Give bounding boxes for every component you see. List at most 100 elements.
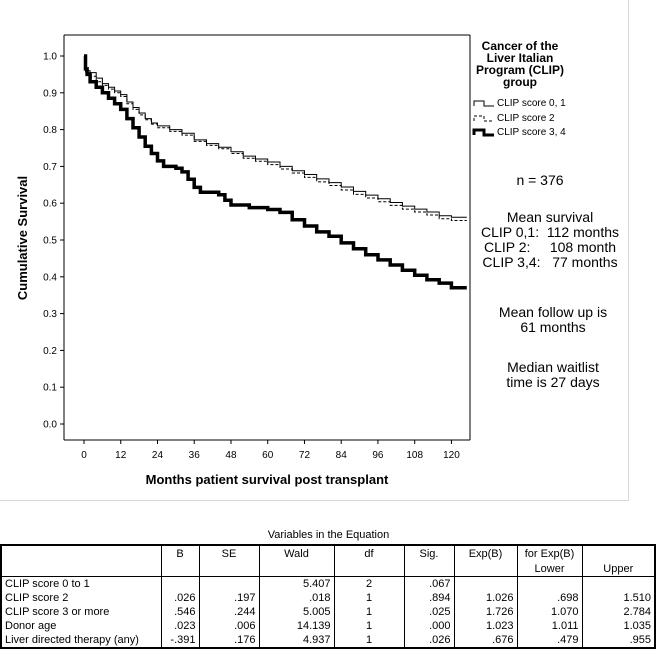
y-tick-label: 0.6 bbox=[43, 199, 57, 210]
survival-figure: 0.0 0.1 0.2 0.3 0.4 0.5 0.6 0.7 0.8 0.9 1.0 0 12 24 36… bbox=[0, 0, 629, 501]
table-header-cell bbox=[403, 561, 454, 577]
table-header-cell bbox=[453, 561, 517, 577]
legend-title: Cancer of the Liver Italian Program (CLI… bbox=[475, 39, 564, 89]
x-tick-label: 60 bbox=[262, 450, 274, 461]
table-cell: 1 bbox=[333, 605, 404, 619]
legend-item-clip-3-4: CLIP score 3, 4 bbox=[497, 127, 566, 138]
table-cell: 14.139 bbox=[258, 619, 334, 633]
legend-item-clip-2: CLIP score 2 bbox=[497, 113, 555, 124]
table-cell: 1.035 bbox=[581, 619, 656, 633]
table-cell: .006 bbox=[198, 619, 259, 633]
table-cell: .676 bbox=[453, 633, 517, 649]
table-cell bbox=[198, 576, 259, 591]
table-title: Variables in the Equation bbox=[267, 529, 390, 541]
y-tick-label: 0.3 bbox=[43, 309, 57, 320]
mean-survival-title: Mean survival bbox=[506, 209, 594, 225]
table-row: CLIP score 2.026.197.018 1.894 1.026.698 1.… bbox=[0, 591, 656, 605]
table-cell: 5.005 bbox=[258, 605, 334, 619]
table-cell: .026 bbox=[403, 633, 454, 649]
regression-table: B SE Wald df Sig. Exp(B) for Exp(B) Lower Upper C… bbox=[0, 544, 656, 649]
table-cell: .197 bbox=[198, 591, 259, 605]
table-cell: CLIP score 3 or more bbox=[0, 605, 161, 619]
x-tick-label: 0 bbox=[81, 450, 87, 461]
table-cell: 1 bbox=[333, 633, 404, 649]
table-cell: .025 bbox=[403, 605, 454, 619]
mean-survival-line: CLIP 0,1: 112 months bbox=[480, 224, 619, 240]
table-header-cell: Sig. bbox=[403, 544, 454, 561]
table-row: CLIP score 0 to 1 5.407 2.067 bbox=[0, 576, 656, 591]
follow-up-note: Mean follow up is 61 months bbox=[478, 305, 628, 335]
x-tick-label: 36 bbox=[189, 450, 201, 461]
table-header-cell: Exp(B) bbox=[453, 544, 517, 561]
table-cell: CLIP score 2 bbox=[0, 591, 161, 605]
table-cell: 1.023 bbox=[453, 619, 517, 633]
mean-survival-note: Mean survival CLIP 0,1: 112 months CLIP … bbox=[470, 210, 630, 270]
table-header-cell bbox=[333, 561, 404, 577]
y-tick-label: 0.2 bbox=[43, 346, 57, 357]
waitlist-line: time is 27 days bbox=[506, 374, 600, 390]
table-header-cell: Upper bbox=[581, 561, 656, 577]
y-tick-label: 0.9 bbox=[43, 88, 57, 99]
x-tick-label: 84 bbox=[336, 450, 348, 461]
waitlist-line: Median waitlist bbox=[507, 359, 599, 375]
table-cell: .176 bbox=[198, 633, 259, 649]
follow-up-line: 61 months bbox=[520, 319, 586, 335]
table-cell: 1.726 bbox=[453, 605, 517, 619]
table-header-cell bbox=[160, 561, 199, 577]
y-axis-label: Cumulative Survival bbox=[15, 176, 30, 300]
table-header-cell: SE bbox=[198, 544, 259, 561]
table-cell bbox=[453, 576, 517, 591]
table-header-row: Lower Upper bbox=[0, 561, 656, 577]
table-cell: .955 bbox=[581, 633, 656, 649]
table-cell: 1.011 bbox=[516, 619, 582, 633]
table-cell bbox=[516, 576, 582, 591]
table-cell: 1 bbox=[333, 619, 404, 633]
table-cell: .479 bbox=[516, 633, 582, 649]
table-header-cell: B bbox=[160, 544, 199, 561]
table-header-cell bbox=[0, 561, 161, 577]
x-tick-label: 48 bbox=[225, 450, 237, 461]
y-tick-label: 0.8 bbox=[43, 125, 57, 136]
table-cell: .067 bbox=[403, 576, 454, 591]
table-row: CLIP score 3 or more .546.244 5.005 1.025 1.… bbox=[0, 605, 656, 619]
table-cell: 1 bbox=[333, 591, 404, 605]
table-header-cell bbox=[581, 544, 656, 561]
series-clip-2 bbox=[84, 55, 467, 221]
table-cell: .698 bbox=[516, 591, 582, 605]
table-cell: .023 bbox=[160, 619, 199, 633]
table-header-cell: for Exp(B) bbox=[516, 544, 582, 561]
table-cell: .026 bbox=[160, 591, 199, 605]
waitlist-note: Median waitlist time is 27 days bbox=[478, 360, 628, 390]
x-tick-label: 96 bbox=[372, 450, 384, 461]
table-header-cell: Lower bbox=[516, 561, 582, 577]
km-chart: 0.0 0.1 0.2 0.3 0.4 0.5 0.6 0.7 0.8 0.9 1.0 0 12 24 36… bbox=[15, 34, 494, 487]
y-tick-label: 0.1 bbox=[43, 383, 57, 394]
x-axis-label: Months patient survival post transplant bbox=[146, 472, 389, 487]
table-header-cell: Wald bbox=[258, 544, 334, 561]
table-cell: -.391 bbox=[160, 633, 199, 649]
table-cell: .000 bbox=[403, 619, 454, 633]
y-tick-label: 0.7 bbox=[43, 162, 57, 173]
x-tick-label: 24 bbox=[152, 450, 164, 461]
sample-size-note: n = 376 bbox=[516, 172, 564, 188]
table-row: Liver directed therapy (any) -.391.176 4.9… bbox=[0, 633, 656, 649]
table-cell: .018 bbox=[258, 591, 334, 605]
table-cell: Liver directed therapy (any) bbox=[0, 633, 161, 649]
follow-up-line: Mean follow up is bbox=[498, 304, 608, 320]
y-tick-label: 1.0 bbox=[43, 52, 57, 63]
x-tick-label: 12 bbox=[115, 450, 127, 461]
table-cell bbox=[160, 576, 199, 591]
legend-item-clip-0-1: CLIP score 0, 1 bbox=[497, 98, 566, 109]
series-clip-3-4 bbox=[83, 54, 467, 290]
table-cell: 1.070 bbox=[516, 605, 582, 619]
table-cell: 1.026 bbox=[453, 591, 517, 605]
y-tick-label: 0.5 bbox=[43, 236, 57, 247]
table-cell: .894 bbox=[403, 591, 454, 605]
table-cell: 2.784 bbox=[581, 605, 656, 619]
y-tick-label: 0.0 bbox=[43, 420, 57, 431]
table-cell: 4.937 bbox=[258, 633, 334, 649]
legend-swatch bbox=[472, 128, 494, 137]
table-cell bbox=[581, 576, 656, 591]
x-tick-label: 72 bbox=[299, 450, 311, 461]
x-tick-label: 120 bbox=[443, 450, 460, 461]
